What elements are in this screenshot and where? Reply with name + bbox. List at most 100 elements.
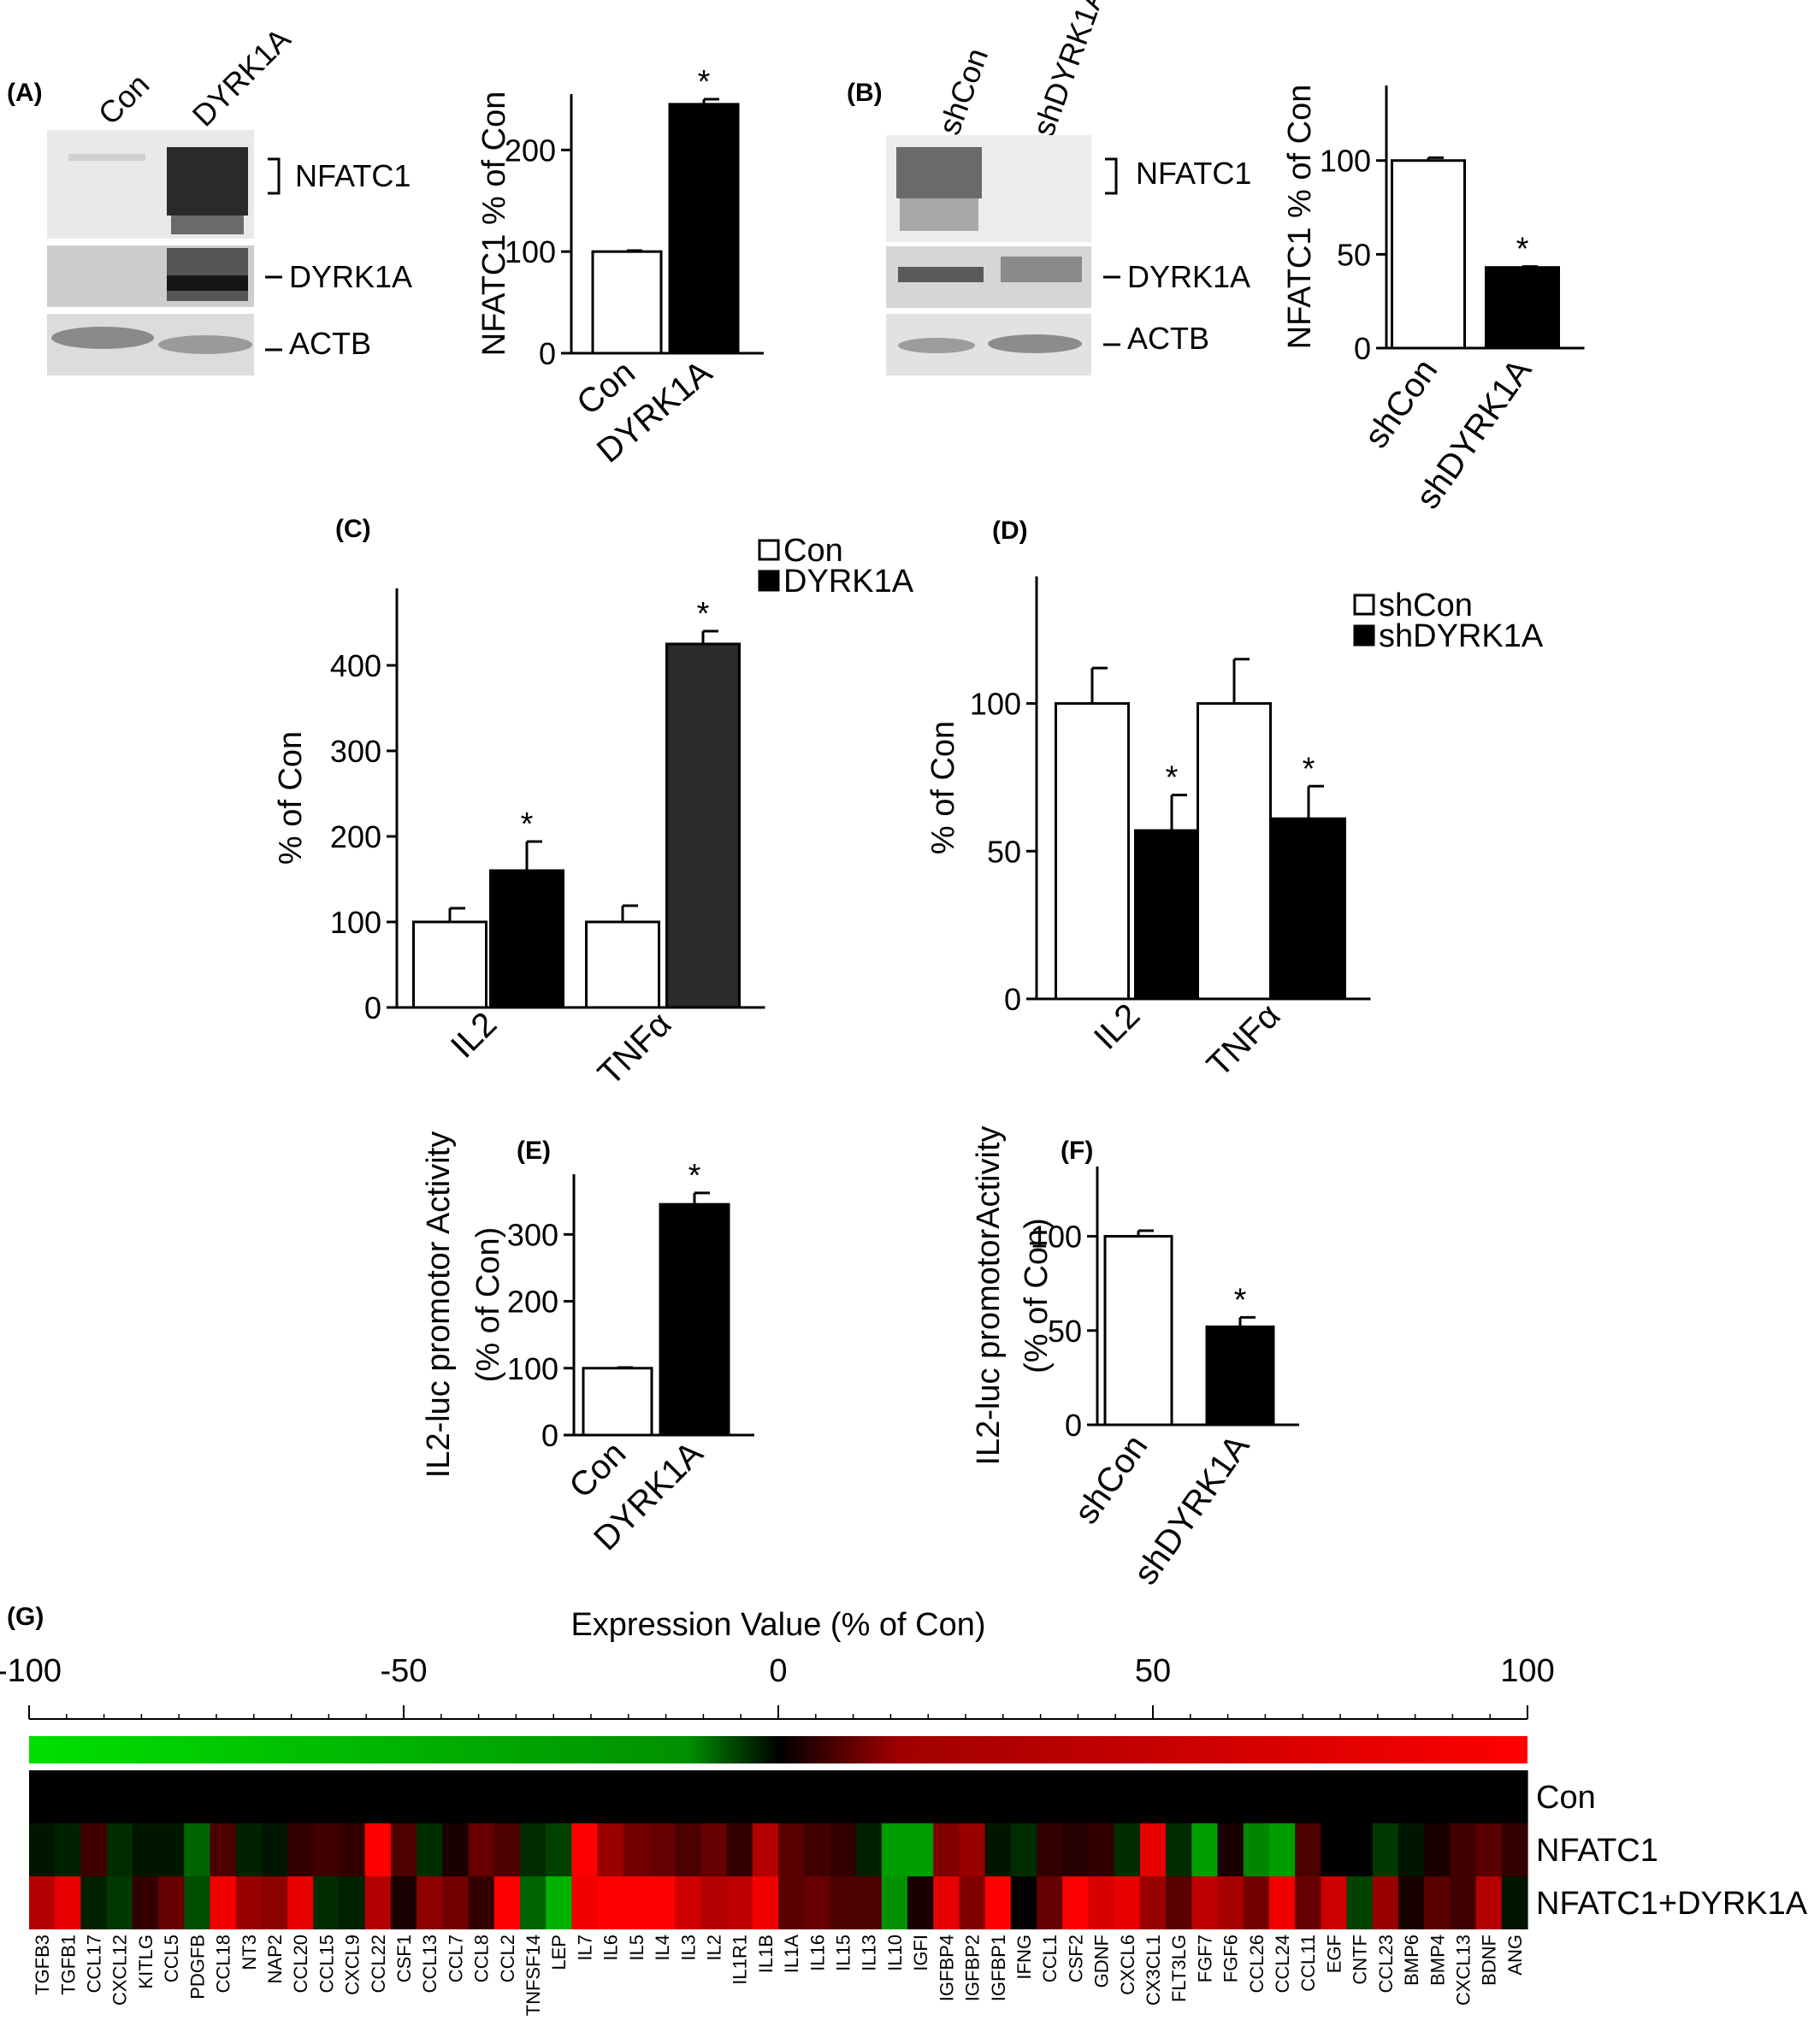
blot-a-nfatc1-bracket: [268, 157, 281, 195]
heatmap-cell: [417, 1876, 443, 1929]
heatmap-cell: [1243, 1876, 1270, 1929]
heatmap-cell: [597, 1770, 624, 1823]
heatmap-cell: [106, 1876, 133, 1929]
gene-label: CXCL12: [109, 1935, 131, 2006]
gene-label: TGFB3: [32, 1935, 53, 1995]
gene-label: CCL23: [1375, 1935, 1397, 1993]
heatmap-cell: [184, 1823, 211, 1876]
heatmap-cell: [132, 1823, 159, 1876]
heatmap-cell: [933, 1823, 960, 1876]
significance-asterisk: *: [1303, 751, 1315, 787]
y-tick-label: 0: [364, 990, 381, 1025]
heatmap-cell: [1191, 1823, 1219, 1876]
legend-swatch: [758, 570, 780, 592]
heatmap-cell: [493, 1770, 521, 1823]
scale-tick-label: 50: [1135, 1653, 1171, 1689]
heatmap-cell: [210, 1876, 237, 1929]
heatmap-cell: [726, 1876, 753, 1929]
scale-tick-label: 0: [769, 1653, 787, 1689]
heatmap-cell: [468, 1770, 495, 1823]
heatmap-row-label: Con: [1536, 1780, 1596, 1816]
gene-label: FLT3LG: [1168, 1935, 1190, 2002]
heatmap-cell: [1217, 1770, 1244, 1823]
y-tick-label: 50: [1048, 1314, 1082, 1349]
heatmap-cell: [1424, 1770, 1451, 1823]
heatmap-cell: [210, 1770, 237, 1823]
heatmap-cell: [1321, 1823, 1348, 1876]
significance-asterisk: *: [698, 64, 711, 100]
panel-label-a: (A): [7, 79, 43, 107]
heatmap-cell: [1475, 1770, 1503, 1823]
y-tick-label: 100: [330, 905, 381, 940]
x-category-label: shCon: [1357, 352, 1445, 455]
blot-b-actb-band-shcon: [898, 338, 975, 353]
significance-asterisk: *: [521, 806, 534, 842]
heatmap-cell: [830, 1770, 857, 1823]
heatmap-cell: [261, 1876, 288, 1929]
blot-a-nfatc1-band-dyrk1a: [167, 147, 248, 216]
heatmap-cell: [132, 1770, 159, 1823]
heatmap-cell: [1191, 1770, 1219, 1823]
blot-b-label-actb: ACTB: [1127, 321, 1209, 356]
y-tick-label: 200: [505, 133, 556, 168]
heatmap-cell: [700, 1770, 728, 1823]
heatmap-cell: [261, 1770, 288, 1823]
bar: [668, 103, 740, 355]
y-tick-label: 100: [1320, 144, 1371, 179]
scale-tick-label: -100: [0, 1653, 62, 1689]
blot-b-nfatc1-bracket: [1105, 157, 1118, 195]
legend-label: shCon: [1379, 588, 1473, 623]
y-tick-label: 50: [1337, 237, 1371, 272]
chart-f: 0 50 100 IL2-luc promotorActivity (% of Con)…: [971, 1125, 1299, 1592]
heatmap-cell: [158, 1770, 185, 1823]
blot-b-label-nfatc1: NFATC1: [1136, 156, 1251, 191]
gene-label: CXCL9: [342, 1935, 363, 1995]
blot-b-dyrk1a-band-shcon: [898, 267, 984, 282]
heatmap-cell: [1062, 1770, 1090, 1823]
bar: [1485, 266, 1560, 350]
heatmap-cell: [313, 1823, 340, 1876]
gene-label: IGFBP1: [988, 1935, 1009, 2001]
heatmap-cell: [1295, 1770, 1321, 1823]
heatmap-cell: [571, 1876, 599, 1929]
heatmap-cell: [442, 1770, 470, 1823]
gene-label: IL5: [626, 1935, 647, 1961]
heatmap-cell: [1501, 1823, 1528, 1876]
heatmap-cell: [519, 1770, 547, 1823]
heatmap-cell: [80, 1770, 108, 1823]
bar: [489, 869, 564, 1009]
gene-label: IL10: [884, 1935, 906, 1971]
heatmap-cell: [648, 1876, 676, 1929]
heatmap-cell: [1037, 1876, 1063, 1929]
significance-asterisk: *: [688, 1158, 701, 1194]
heatmap-cell: [158, 1823, 185, 1876]
blot-a-label-actb: ACTB: [289, 326, 371, 361]
heatmap-cell: [339, 1876, 366, 1929]
heatmap-cell: [184, 1876, 211, 1929]
bar: [665, 642, 741, 1009]
panel-label-d: (D): [992, 517, 1028, 545]
gene-label: IL1A: [781, 1935, 802, 1974]
heatmap-cell: [261, 1823, 288, 1876]
blot-a-label-dyrk1a: DYRK1A: [289, 259, 412, 294]
heatmap-cell: [468, 1876, 495, 1929]
heatmap-cell: [339, 1770, 366, 1823]
heatmap-cell: [519, 1823, 547, 1876]
heatmap-cell: [907, 1876, 934, 1929]
heatmap-cell: [623, 1876, 650, 1929]
significance-asterisk: *: [697, 596, 710, 632]
heatmap-cell: [1372, 1823, 1399, 1876]
heatmap-cell: [55, 1876, 82, 1929]
heatmap-cell: [984, 1876, 1012, 1929]
y-axis-label: % of Con: [925, 721, 961, 854]
chart-e: 0 100 200 300 IL2-luc promotor Activity (% of…: [421, 1131, 754, 1558]
significance-asterisk: *: [1516, 232, 1529, 268]
heatmap-cell: [1166, 1770, 1192, 1823]
heatmap-cell: [1398, 1876, 1425, 1929]
panel-b-blot: (B) shCon shDYRK1A NFATC1 DYRK1A ACTB: [847, 0, 1251, 375]
gene-label: CCL1: [1039, 1935, 1061, 1982]
gene-label: BMP4: [1427, 1935, 1448, 1986]
heatmap-cell: [313, 1876, 340, 1929]
